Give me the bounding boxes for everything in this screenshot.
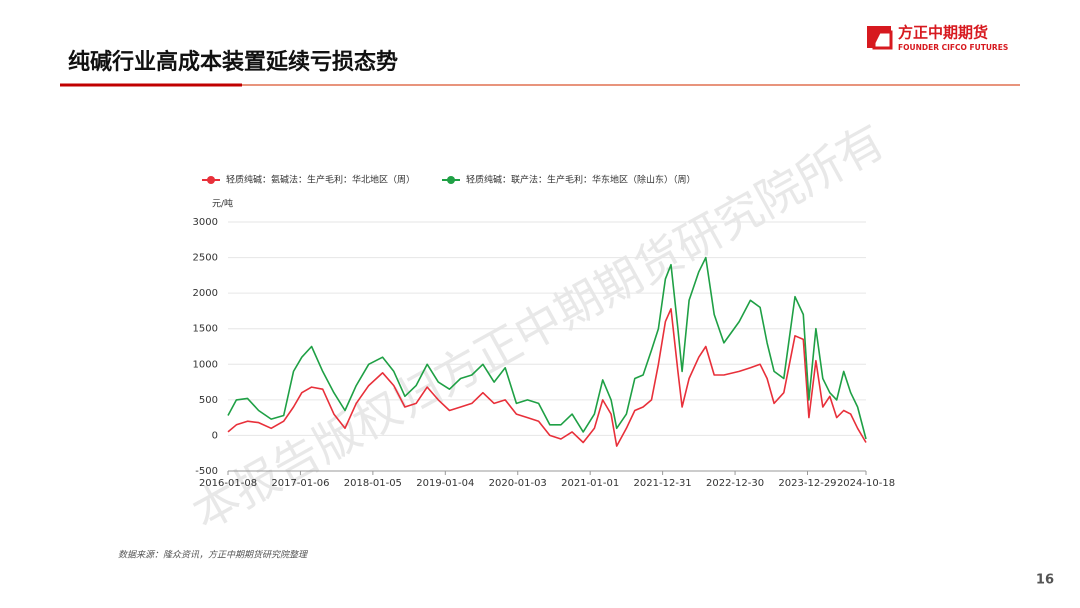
y-tick-label: 3000 xyxy=(193,217,218,228)
logo-icon xyxy=(872,30,893,50)
x-tick-label: 2021-01-01 xyxy=(561,478,619,489)
logo-name: 方正中期期货 xyxy=(898,24,988,42)
x-tick-label: 2019-01-04 xyxy=(416,478,474,489)
legend-label: 轻质纯碱：氨碱法：生产毛利：华北地区（周） xyxy=(226,174,415,186)
series-line xyxy=(227,256,867,440)
logo-icon xyxy=(867,26,891,48)
page-number: 16 xyxy=(1036,573,1054,588)
legend-marker xyxy=(207,176,215,184)
y-tick-label: 0 xyxy=(212,430,218,441)
source-note: 数据来源：隆众资讯，方正中期期货研究院整理 xyxy=(118,550,309,561)
legend-label: 轻质纯碱：联产法：生产毛利：华东地区（除山东）（周） xyxy=(466,174,696,186)
x-tick-label: 2021-12-31 xyxy=(634,478,692,489)
x-tick-label: 2022-12-30 xyxy=(706,478,764,489)
y-unit: 元/吨 xyxy=(212,198,233,210)
slide-title: 纯碱行业高成本装置延续亏损态势 xyxy=(68,49,398,75)
logo-subtitle: FOUNDER CIFCO FUTURES xyxy=(898,43,1008,52)
y-tick-label: 2500 xyxy=(193,253,218,264)
series-line xyxy=(227,308,867,447)
y-tick-label: -500 xyxy=(195,466,218,477)
y-tick-label: 1000 xyxy=(193,359,218,370)
y-tick-label: 2000 xyxy=(193,288,218,299)
x-tick-label: 2020-01-03 xyxy=(489,478,547,489)
y-tick-label: 1500 xyxy=(193,324,218,335)
x-tick-label: 2018-01-05 xyxy=(344,478,402,489)
x-tick-label: 2016-01-08 xyxy=(199,478,257,489)
y-tick-label: 500 xyxy=(199,395,218,406)
x-tick-label: 2023-12-29 xyxy=(778,478,836,489)
legend-marker xyxy=(447,176,455,184)
x-tick-label: 2017-01-06 xyxy=(271,478,329,489)
x-tick-label: 2024-10-18 xyxy=(837,478,895,489)
